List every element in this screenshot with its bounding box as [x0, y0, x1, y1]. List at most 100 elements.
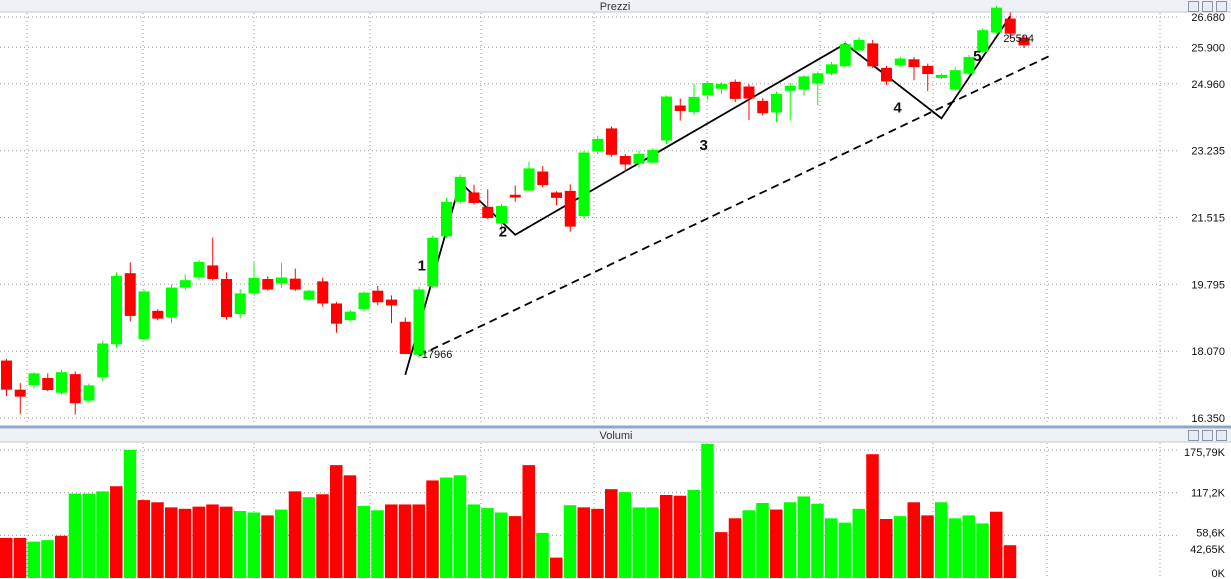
- candle-body: [619, 155, 631, 165]
- wave-label: 5: [973, 48, 981, 65]
- volume-bar: [288, 491, 302, 578]
- price-title-bar: [0, 0, 1231, 12]
- candle: [97, 340, 109, 382]
- candle-body: [908, 59, 920, 68]
- price-minimize-button[interactable]: [1188, 1, 1199, 12]
- volume-bar: [976, 523, 989, 578]
- candle: [881, 65, 892, 85]
- candle-body: [69, 374, 81, 404]
- candle: [372, 286, 384, 306]
- volume-bar: [880, 519, 893, 578]
- candle: [56, 369, 67, 395]
- candle: [413, 286, 425, 358]
- candle: [42, 373, 54, 392]
- candle: [537, 166, 549, 188]
- wave-label: 2: [499, 224, 507, 241]
- candle-body: [152, 310, 164, 319]
- candle: [83, 383, 95, 404]
- candle: [193, 260, 205, 281]
- volume-bar: [825, 518, 838, 578]
- volume-bar: [453, 475, 467, 578]
- candle-body: [372, 290, 384, 303]
- candle-body: [894, 58, 906, 66]
- candle: [399, 317, 411, 355]
- volume-bar: [330, 465, 343, 578]
- candle-body: [963, 56, 975, 74]
- candle: [496, 204, 507, 233]
- candle: [867, 39, 879, 69]
- candle: [674, 98, 686, 121]
- volume-bar: [591, 508, 604, 578]
- candle: [14, 383, 26, 415]
- price-maximize-button[interactable]: [1202, 1, 1213, 12]
- candle-body: [716, 83, 727, 89]
- candle-body: [28, 373, 40, 386]
- candle: [977, 28, 989, 54]
- candle: [606, 126, 617, 157]
- candle: [894, 56, 906, 68]
- candle-body: [138, 291, 150, 340]
- volume-bar: [41, 540, 54, 578]
- volume-bar: [110, 486, 123, 578]
- volume-bar: [151, 502, 164, 578]
- candle: [853, 37, 865, 52]
- wave-labels: 1 2 3 4 5 17966 25594: [418, 33, 1034, 361]
- candle-body: [97, 343, 109, 378]
- volume-bar: [962, 515, 975, 578]
- volume-title-bar: [0, 429, 1231, 442]
- volume-bar: [508, 516, 522, 578]
- volume-minimize-button[interactable]: [1188, 430, 1199, 441]
- candle-body: [207, 265, 219, 280]
- volume-bar: [0, 537, 13, 578]
- price-tick-label: 26.680: [1191, 12, 1225, 24]
- candle: [28, 372, 40, 389]
- candle: [138, 289, 150, 341]
- volume-bar: [770, 509, 783, 578]
- candle: [179, 274, 191, 291]
- volume-bar: [220, 506, 233, 578]
- volume-bar: [536, 532, 549, 578]
- volume-bar: [357, 505, 370, 578]
- candle-body: [496, 206, 507, 224]
- candle: [647, 148, 659, 164]
- volume-axis: 175,79K 117,2K 58,6K 42,65K 0K: [1184, 447, 1226, 579]
- candle: [386, 295, 397, 324]
- volume-bar: [467, 504, 480, 578]
- wave-label: 3: [699, 137, 707, 154]
- volume-bar: [660, 494, 673, 578]
- price-tick-label: 19.795: [1191, 279, 1225, 291]
- candle: [991, 5, 1002, 34]
- candle: [702, 81, 714, 101]
- volume-bar: [137, 500, 150, 578]
- volume-bar: [646, 507, 659, 578]
- volume-maximize-button[interactable]: [1202, 430, 1213, 441]
- volume-bar: [233, 511, 247, 578]
- volume-bar: [316, 494, 329, 578]
- point-label: 25594: [1003, 33, 1034, 45]
- candle: [771, 91, 782, 123]
- candle-body: [936, 74, 947, 78]
- candle: [757, 98, 769, 116]
- volume-bar: [96, 491, 109, 578]
- volume-bar: [13, 537, 27, 578]
- candle-body: [344, 311, 356, 321]
- price-close-button[interactable]: [1216, 1, 1227, 12]
- volume-bar: [577, 507, 590, 578]
- volume-bar: [893, 516, 907, 578]
- candle: [276, 263, 287, 288]
- candle-body: [729, 81, 741, 99]
- volume-bar: [990, 511, 1003, 578]
- candle: [1, 358, 12, 396]
- candle: [922, 63, 934, 92]
- volume-bar: [398, 504, 412, 578]
- volume-close-button[interactable]: [1216, 430, 1227, 441]
- volume-bar: [742, 510, 755, 578]
- volume-bar: [838, 522, 852, 578]
- volume-bar: [550, 557, 563, 578]
- candle: [729, 79, 741, 103]
- candle-body: [441, 201, 452, 237]
- point-label: 17966: [422, 349, 453, 361]
- candle-body: [688, 96, 700, 113]
- volume-tick-label: 0K: [1212, 568, 1226, 579]
